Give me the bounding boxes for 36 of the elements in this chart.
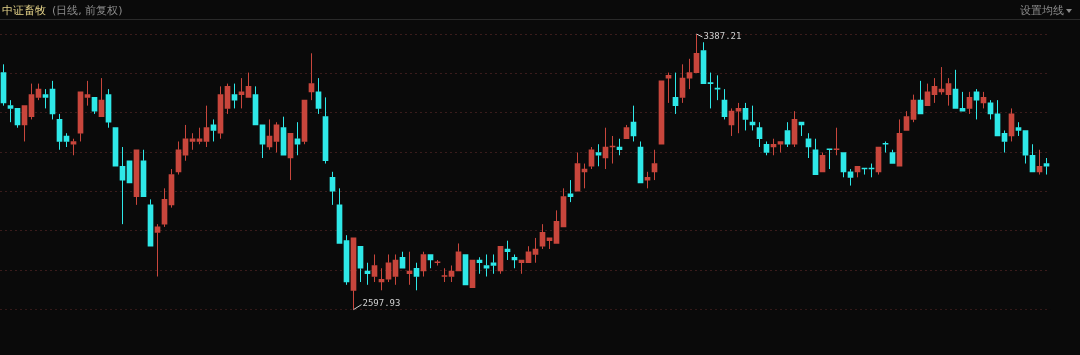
candlestick xyxy=(1015,121,1022,137)
candlestick xyxy=(280,116,287,156)
text: 设置均线 xyxy=(1020,3,1064,18)
candlestick xyxy=(245,72,252,98)
candlestick xyxy=(945,77,952,107)
candlestick xyxy=(539,223,546,250)
annotation: 2597.93 xyxy=(362,297,401,308)
annotation: 3387.21 xyxy=(703,31,742,42)
candlestick xyxy=(847,168,854,187)
candlestick xyxy=(833,127,840,156)
candlestick xyxy=(812,138,819,175)
candlestick xyxy=(385,253,392,283)
candlestick xyxy=(1022,130,1029,165)
candlestick xyxy=(203,105,210,148)
candlestick xyxy=(84,80,91,107)
candlestick xyxy=(189,132,196,151)
candlestick xyxy=(1043,157,1050,176)
candlestick xyxy=(182,124,189,162)
candlestick xyxy=(777,141,784,154)
candlestick xyxy=(756,121,763,148)
candlestick xyxy=(707,72,714,109)
candlestick xyxy=(483,253,490,278)
candlestick xyxy=(826,148,833,170)
chart-subtitle: (日线, 前复权) xyxy=(52,4,123,17)
candlestick xyxy=(217,85,224,140)
candlestick xyxy=(371,253,378,283)
candlestick xyxy=(784,121,791,148)
chart-title: 中证畜牧 xyxy=(2,4,46,17)
candlestick xyxy=(294,121,301,156)
candlestick xyxy=(882,140,889,154)
candlestick xyxy=(966,91,973,115)
candlestick xyxy=(490,253,497,275)
candlestick xyxy=(7,99,14,123)
candlestick xyxy=(105,88,112,129)
candlestick xyxy=(791,110,798,148)
candlestick xyxy=(595,143,602,167)
